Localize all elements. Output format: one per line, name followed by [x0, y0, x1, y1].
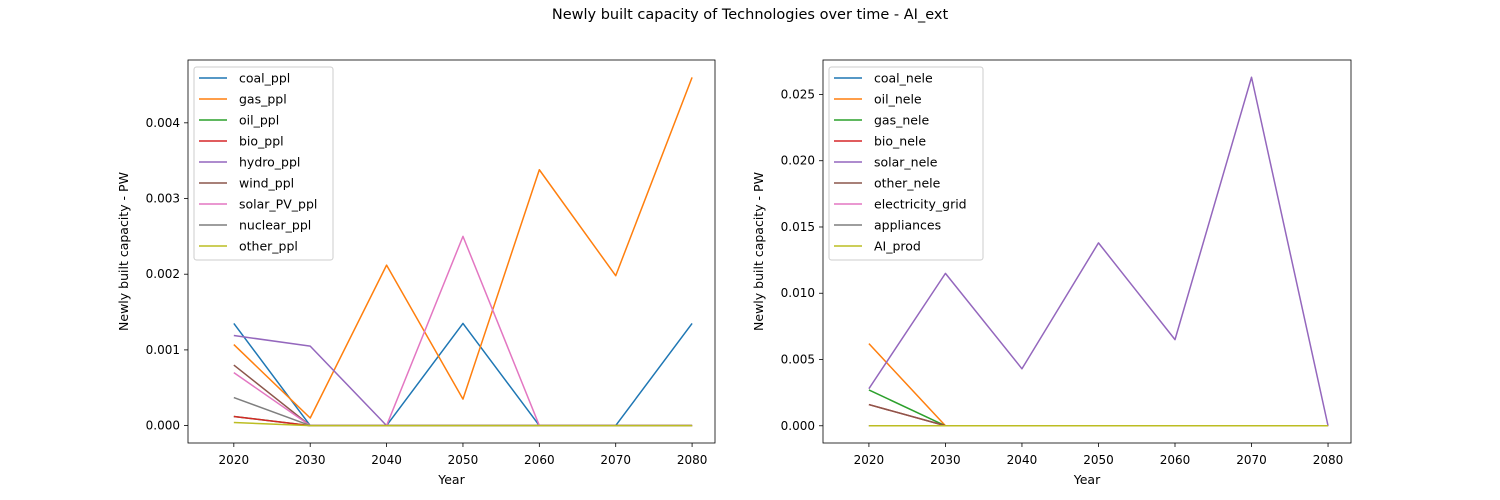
- legend-label-other_ppl: other_ppl: [239, 239, 298, 254]
- legend-label-oil_ppl: oil_ppl: [239, 113, 279, 128]
- legend-label-oil_nele: oil_nele: [874, 92, 922, 107]
- x-tick-label: 2040: [371, 453, 402, 467]
- legend-label-bio_ppl: bio_ppl: [239, 134, 284, 149]
- subplot-left: 2020 2030 2040 2050 2060 2070 2080 0.000 0.001 0.…: [116, 59, 716, 487]
- y-tick-label: 0.004: [146, 116, 180, 130]
- left-legend: coal_ppl gas_ppl oil_ppl bio_ppl hydro_pplwi…: [193, 66, 334, 261]
- legend-label-nuclear_ppl: nuclear_ppl: [239, 218, 311, 233]
- x-tick-label: 2070: [1236, 453, 1267, 467]
- y-tick-label: 0.000: [781, 419, 815, 433]
- x-tick-label: 2070: [600, 453, 631, 467]
- legend-label-other_nele: other_nele: [874, 176, 941, 191]
- right-axes-frame: [822, 59, 1352, 444]
- series-line-solar_nele: [868, 76, 1329, 426]
- subplot-right: 2020 2030 2040 2050 2060 2070 2080 0.000 0.005 0.…: [751, 59, 1352, 487]
- y-tick-label: 0.002: [146, 267, 180, 281]
- legend-label-coal_ppl: coal_ppl: [239, 71, 290, 86]
- legend-label-electricity_grid: electricity_grid: [874, 197, 967, 212]
- legend-label-appliances: appliances: [874, 218, 941, 233]
- left-x-axis-label: Year: [437, 472, 465, 487]
- legend-label-wind_ppl: wind_ppl: [239, 176, 294, 191]
- x-tick-label: 2030: [930, 453, 961, 467]
- series-line-gas_ppl: [233, 77, 693, 419]
- x-tick-label: 2080: [1313, 453, 1344, 467]
- y-tick-label: 0.025: [781, 87, 815, 101]
- y-tick-label: 0.010: [781, 286, 815, 300]
- left-axes-frame: [187, 59, 716, 444]
- right-x-axis-label: Year: [1073, 472, 1101, 487]
- x-tick-label: 2060: [1160, 453, 1191, 467]
- x-tick-label: 2040: [1007, 453, 1038, 467]
- y-tick-label: 0.005: [781, 353, 815, 367]
- y-tick-label: 0.015: [781, 220, 815, 234]
- right-legend: coal_nele oil_nele gas_nele bio_nele solar_n…: [828, 66, 984, 261]
- x-tick-label: 2050: [1083, 453, 1114, 467]
- legend-label-AI_prod: AI_prod: [874, 239, 921, 254]
- right-y-axis-label: Newly built capacity - PW: [751, 172, 766, 331]
- series-line-other_ppl: [233, 421, 693, 427]
- legend-label-coal_nele: coal_nele: [874, 71, 933, 86]
- legend-frame: [828, 66, 984, 261]
- series-line-oil_nele: [868, 343, 1329, 427]
- y-tick-label: 0.000: [146, 419, 180, 433]
- y-tick-label: 0.001: [146, 343, 180, 357]
- y-tick-label: 0.020: [781, 154, 815, 168]
- legend-frame: [193, 66, 334, 261]
- figure-title: Newly built capacity of Technologies ove…: [551, 7, 949, 23]
- legend-label-gas_nele: gas_nele: [874, 113, 929, 128]
- x-tick-label: 2030: [295, 453, 326, 467]
- series-line-gas_nele: [868, 389, 1329, 427]
- legend-label-gas_ppl: gas_ppl: [239, 92, 287, 107]
- legend-label-bio_nele: bio_nele: [874, 134, 926, 149]
- y-tick-label: 0.003: [146, 192, 180, 206]
- left-series-group: [233, 77, 693, 427]
- legend-label-hydro_ppl: hydro_ppl: [239, 155, 300, 170]
- legend-label-solar_nele: solar_nele: [874, 155, 938, 170]
- legend-label-solar_PV_ppl: solar_PV_ppl: [239, 197, 317, 212]
- right-series-group: [868, 76, 1329, 427]
- series-line-hydro_ppl: [233, 334, 693, 427]
- x-tick-label: 2050: [448, 453, 479, 467]
- x-tick-label: 2020: [854, 453, 885, 467]
- x-tick-label: 2080: [677, 453, 708, 467]
- x-tick-label: 2060: [524, 453, 555, 467]
- x-tick-label: 2020: [219, 453, 250, 467]
- left-y-axis-label: Newly built capacity - PW: [116, 172, 131, 331]
